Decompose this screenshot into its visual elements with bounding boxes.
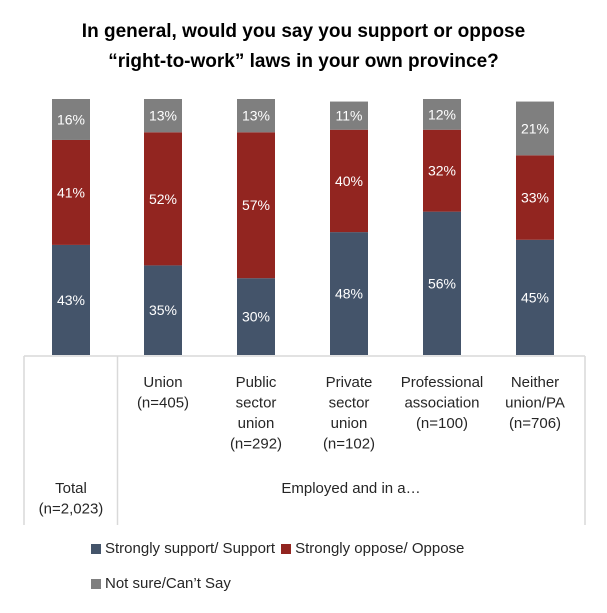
chart-title-line: In general, would you say you support or… — [81, 21, 526, 42]
bar-segment — [516, 155, 554, 240]
data-label: 21% — [521, 120, 549, 136]
data-label: 40% — [335, 173, 363, 189]
category-label: Professional — [401, 374, 484, 391]
data-label: 11% — [336, 108, 363, 124]
bar-segment — [516, 101, 554, 156]
chart-title: In general, would you say you support or… — [0, 17, 607, 77]
data-label: 41% — [57, 184, 85, 200]
chart-title-line: “right-to-work” laws in your own provinc… — [108, 51, 499, 72]
category-label: union/PA — [505, 395, 565, 412]
bar-segment — [237, 132, 275, 279]
category-label: Neither — [511, 374, 559, 391]
category-label: Total — [55, 480, 87, 497]
category-label: Public — [236, 374, 277, 391]
legend-item-support: Strongly support/ Support — [91, 540, 275, 557]
data-label: 56% — [428, 275, 456, 291]
data-label: 16% — [57, 111, 85, 127]
legend-swatch — [91, 543, 101, 554]
bar-segment — [52, 139, 90, 245]
data-label: 57% — [242, 197, 270, 213]
data-label: 13% — [149, 108, 177, 124]
category-label: association — [404, 395, 479, 412]
legend-row: Strongly support/ Support Strongly oppos… — [91, 540, 464, 557]
bar-segment — [423, 211, 461, 355]
bar-segment — [423, 99, 461, 130]
data-label: 13% — [242, 108, 270, 124]
data-label: 32% — [428, 163, 456, 179]
data-label: 35% — [149, 302, 177, 318]
category-label: (n=706) — [509, 415, 561, 432]
bar-segment — [52, 244, 90, 355]
bar-segment — [330, 129, 368, 233]
category-label: (n=292) — [230, 436, 282, 453]
bar-segment — [144, 99, 182, 133]
category-label: Union — [143, 374, 182, 391]
bar-segment — [237, 99, 275, 133]
group-label: Employed and in a… — [281, 480, 420, 497]
category-label: (n=405) — [137, 395, 189, 412]
data-label: 12% — [428, 106, 456, 122]
category-label: (n=2,023) — [39, 501, 104, 518]
category-label: sector — [236, 395, 277, 412]
category-label: union — [331, 415, 368, 432]
legend-item-oppose: Strongly oppose/ Oppose — [281, 540, 464, 557]
data-label: 43% — [57, 292, 85, 308]
bar-segment — [237, 278, 275, 355]
category-label: union — [238, 415, 275, 432]
data-label: 52% — [149, 191, 177, 207]
legend-item-not-sure: Not sure/Can’t Say — [91, 575, 231, 592]
category-label: (n=100) — [416, 415, 468, 432]
legend-swatch — [91, 578, 101, 589]
data-label: 33% — [521, 190, 549, 206]
category-label: Private — [326, 374, 373, 391]
category-label: sector — [329, 395, 370, 412]
bar-segment — [423, 129, 461, 212]
bar-segment — [52, 99, 90, 140]
legend-row: Not sure/Can’t Say — [91, 575, 231, 592]
bar-segment — [330, 101, 368, 130]
category-label: (n=102) — [323, 436, 375, 453]
data-label: 48% — [335, 286, 363, 302]
legend-swatch — [281, 543, 292, 554]
legend-label: Not sure/Can’t Say — [105, 575, 231, 592]
bar-segment — [144, 265, 182, 355]
bar-segment — [516, 239, 554, 355]
legend-label: Strongly support/ Support — [105, 540, 276, 557]
data-label: 30% — [242, 309, 270, 325]
legend-label: Strongly oppose/ Oppose — [295, 540, 465, 557]
data-label: 45% — [521, 289, 549, 305]
bar-segment — [330, 232, 368, 355]
bar-segment — [144, 132, 182, 266]
